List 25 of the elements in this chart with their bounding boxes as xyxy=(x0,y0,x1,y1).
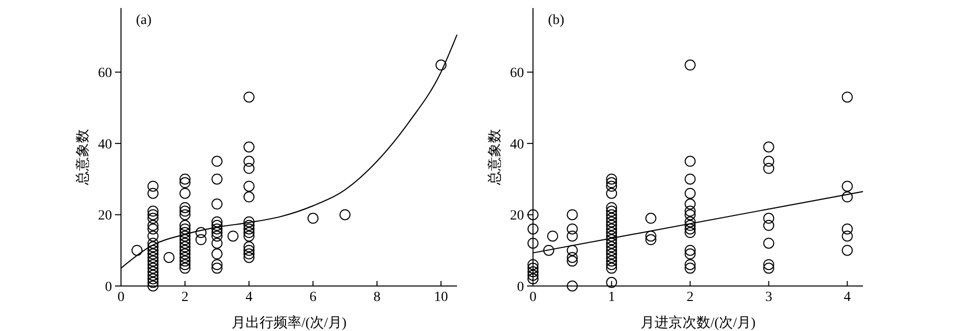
x-tick-label: 0 xyxy=(118,290,124,305)
y-tick-label: 20 xyxy=(98,208,112,224)
x-tick-label: 2 xyxy=(182,290,188,305)
y-tick-label: 20 xyxy=(510,208,524,224)
x-tick-label: 1 xyxy=(608,290,616,305)
y-tick-label: 60 xyxy=(510,66,524,82)
y-tick-label: 40 xyxy=(98,137,112,152)
x-axis-title: 月进京次数/(次/月) xyxy=(640,315,756,331)
x-tick-label: 10 xyxy=(434,290,448,305)
y-tick-label: 40 xyxy=(510,137,524,152)
y-axis-title: 总意象数 xyxy=(75,129,91,186)
x-tick-label: 2 xyxy=(686,290,694,305)
x-tick-label: 0 xyxy=(530,290,536,305)
annotation: (a) xyxy=(136,13,152,28)
x-tick-label: 4 xyxy=(844,290,851,305)
x-tick-label: 4 xyxy=(246,290,252,305)
y-tick-label: 0 xyxy=(517,280,524,295)
y-tick-label: 0 xyxy=(105,280,112,295)
x-tick-label: 8 xyxy=(374,290,380,305)
y-tick-label: 60 xyxy=(98,66,112,82)
y-axis-title: 总意象数 xyxy=(487,129,503,186)
x-tick-label: 3 xyxy=(765,290,772,305)
annotation: (b) xyxy=(548,13,565,28)
x-tick-label: 6 xyxy=(310,290,316,305)
x-axis-title: 月出行频率/(次/月) xyxy=(231,315,347,331)
